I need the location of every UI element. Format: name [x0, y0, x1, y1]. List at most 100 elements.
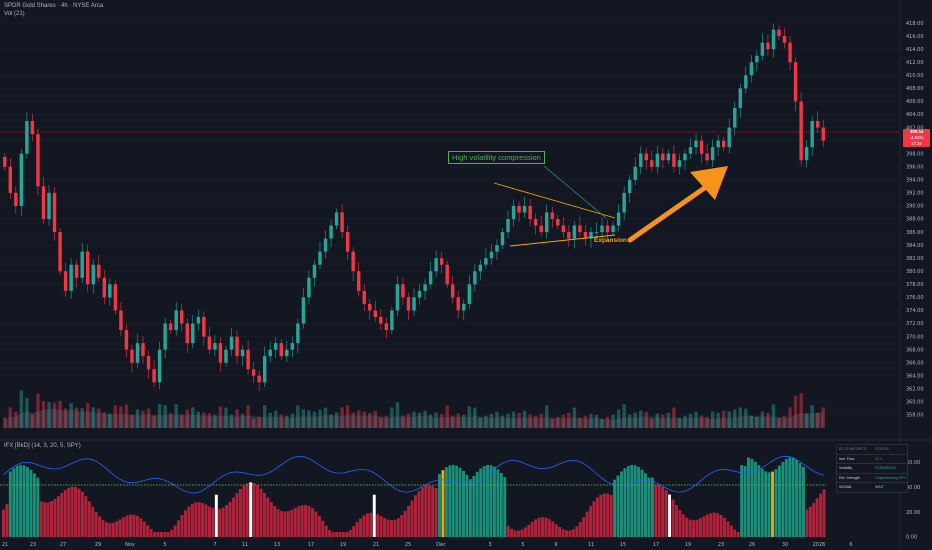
x-tick-label: 17 [653, 542, 659, 548]
x-tick-label: 13 [274, 542, 280, 548]
ifx-bar [26, 466, 29, 537]
volume-bar [329, 414, 333, 428]
ifx-bar [547, 519, 551, 537]
volume-bar [318, 409, 322, 428]
candle-body [296, 323, 300, 344]
candle-body [390, 310, 394, 331]
volume-bar [572, 407, 577, 428]
bar-countdown: 17:34 [911, 141, 922, 146]
volume-bar [135, 409, 140, 428]
ifx-bar [386, 519, 390, 537]
ifx-bar [479, 468, 483, 537]
candle-body [146, 356, 151, 370]
volume-bar [279, 414, 283, 428]
volume-bar [362, 411, 366, 428]
volume-bar [97, 408, 101, 428]
volume-bar [545, 405, 549, 428]
candle-body [213, 343, 217, 350]
ifx-bar [98, 516, 102, 537]
ifx-bar [499, 472, 503, 537]
volume-bar [334, 412, 339, 428]
candle-body [799, 101, 803, 161]
ifx-bar [304, 504, 308, 537]
y-tick-label: 386.00 [906, 230, 924, 236]
candle-body [41, 186, 46, 219]
candle-body [434, 258, 438, 272]
candle-body [196, 316, 201, 324]
ifx-bar [67, 487, 71, 537]
y-tick-label: 362.00 [906, 387, 924, 393]
x-tick-label: 26 [749, 542, 755, 548]
ifx-bar [808, 506, 812, 537]
candle-body [467, 284, 472, 304]
ifx-bar [455, 465, 459, 537]
ifx-bar [153, 532, 156, 537]
ifx-bar [170, 529, 174, 537]
volume-bar [312, 411, 317, 428]
ifx-bar [534, 519, 538, 537]
volume-bar [721, 410, 726, 428]
volume-bar [146, 408, 151, 428]
ifx-bar [451, 464, 455, 537]
last-price-value: 399.54 [909, 129, 924, 134]
ifx-bar [108, 523, 112, 537]
metric-status: WAIT [875, 485, 884, 490]
ifx-bar [286, 511, 290, 537]
volume-bar [511, 411, 516, 428]
volume-bar [229, 414, 234, 428]
volume-ma-area [4, 408, 824, 428]
ifx-bar [297, 506, 301, 537]
ifx-bar [764, 471, 768, 537]
ifx-bar [753, 461, 757, 537]
ifx-bar [379, 516, 383, 537]
x-tick-label: 27 [60, 542, 66, 548]
candle-body [815, 121, 820, 128]
volume-bar [69, 403, 73, 428]
candle-body [135, 343, 140, 363]
ifx-tick-label: 40.00 [906, 485, 920, 491]
candle-body [583, 232, 588, 239]
ifx-bar [671, 499, 675, 537]
volume-bar [600, 418, 604, 428]
volume-bar [19, 390, 24, 428]
expansion-arrow [627, 166, 728, 243]
y-tick-label: 384.00 [906, 243, 924, 249]
ifx-bar [348, 530, 352, 537]
candle-body [97, 264, 101, 278]
ifx-bar [616, 475, 620, 537]
ifx-bar [815, 498, 819, 537]
volume-bar [821, 407, 825, 428]
ifx-bar [486, 465, 490, 537]
ifx-bar [331, 532, 335, 537]
ifx-bar [410, 500, 414, 537]
metric-label: Volatility [839, 466, 853, 471]
candle-body [533, 219, 538, 226]
ifx-bar [187, 506, 191, 537]
ifx-bar [736, 532, 740, 537]
candle-body [251, 369, 256, 376]
candle-body [721, 140, 726, 148]
volume-bar [207, 413, 212, 428]
ifx-bar [2, 509, 5, 537]
candle-body [334, 212, 339, 226]
ifx-bar [293, 508, 297, 537]
x-tick-label: 25 [405, 542, 411, 548]
candle-body [478, 264, 483, 272]
volume-bar [627, 414, 632, 428]
volume-bar [445, 405, 449, 428]
candle-body [163, 323, 167, 350]
ifx-bar [70, 486, 74, 537]
ifx-bar [489, 465, 493, 537]
ifx-bar [190, 503, 194, 537]
ifx-bar [462, 470, 465, 537]
candle-body [74, 264, 79, 278]
ifx-bar [173, 525, 177, 537]
volume-bar [268, 412, 272, 428]
candle-body [594, 232, 599, 233]
candle-body [716, 140, 720, 148]
candle-body [616, 212, 621, 226]
ifx-bar [36, 477, 40, 537]
ifx-bar [424, 485, 428, 537]
metric-label: Rel. Strength [839, 475, 860, 480]
